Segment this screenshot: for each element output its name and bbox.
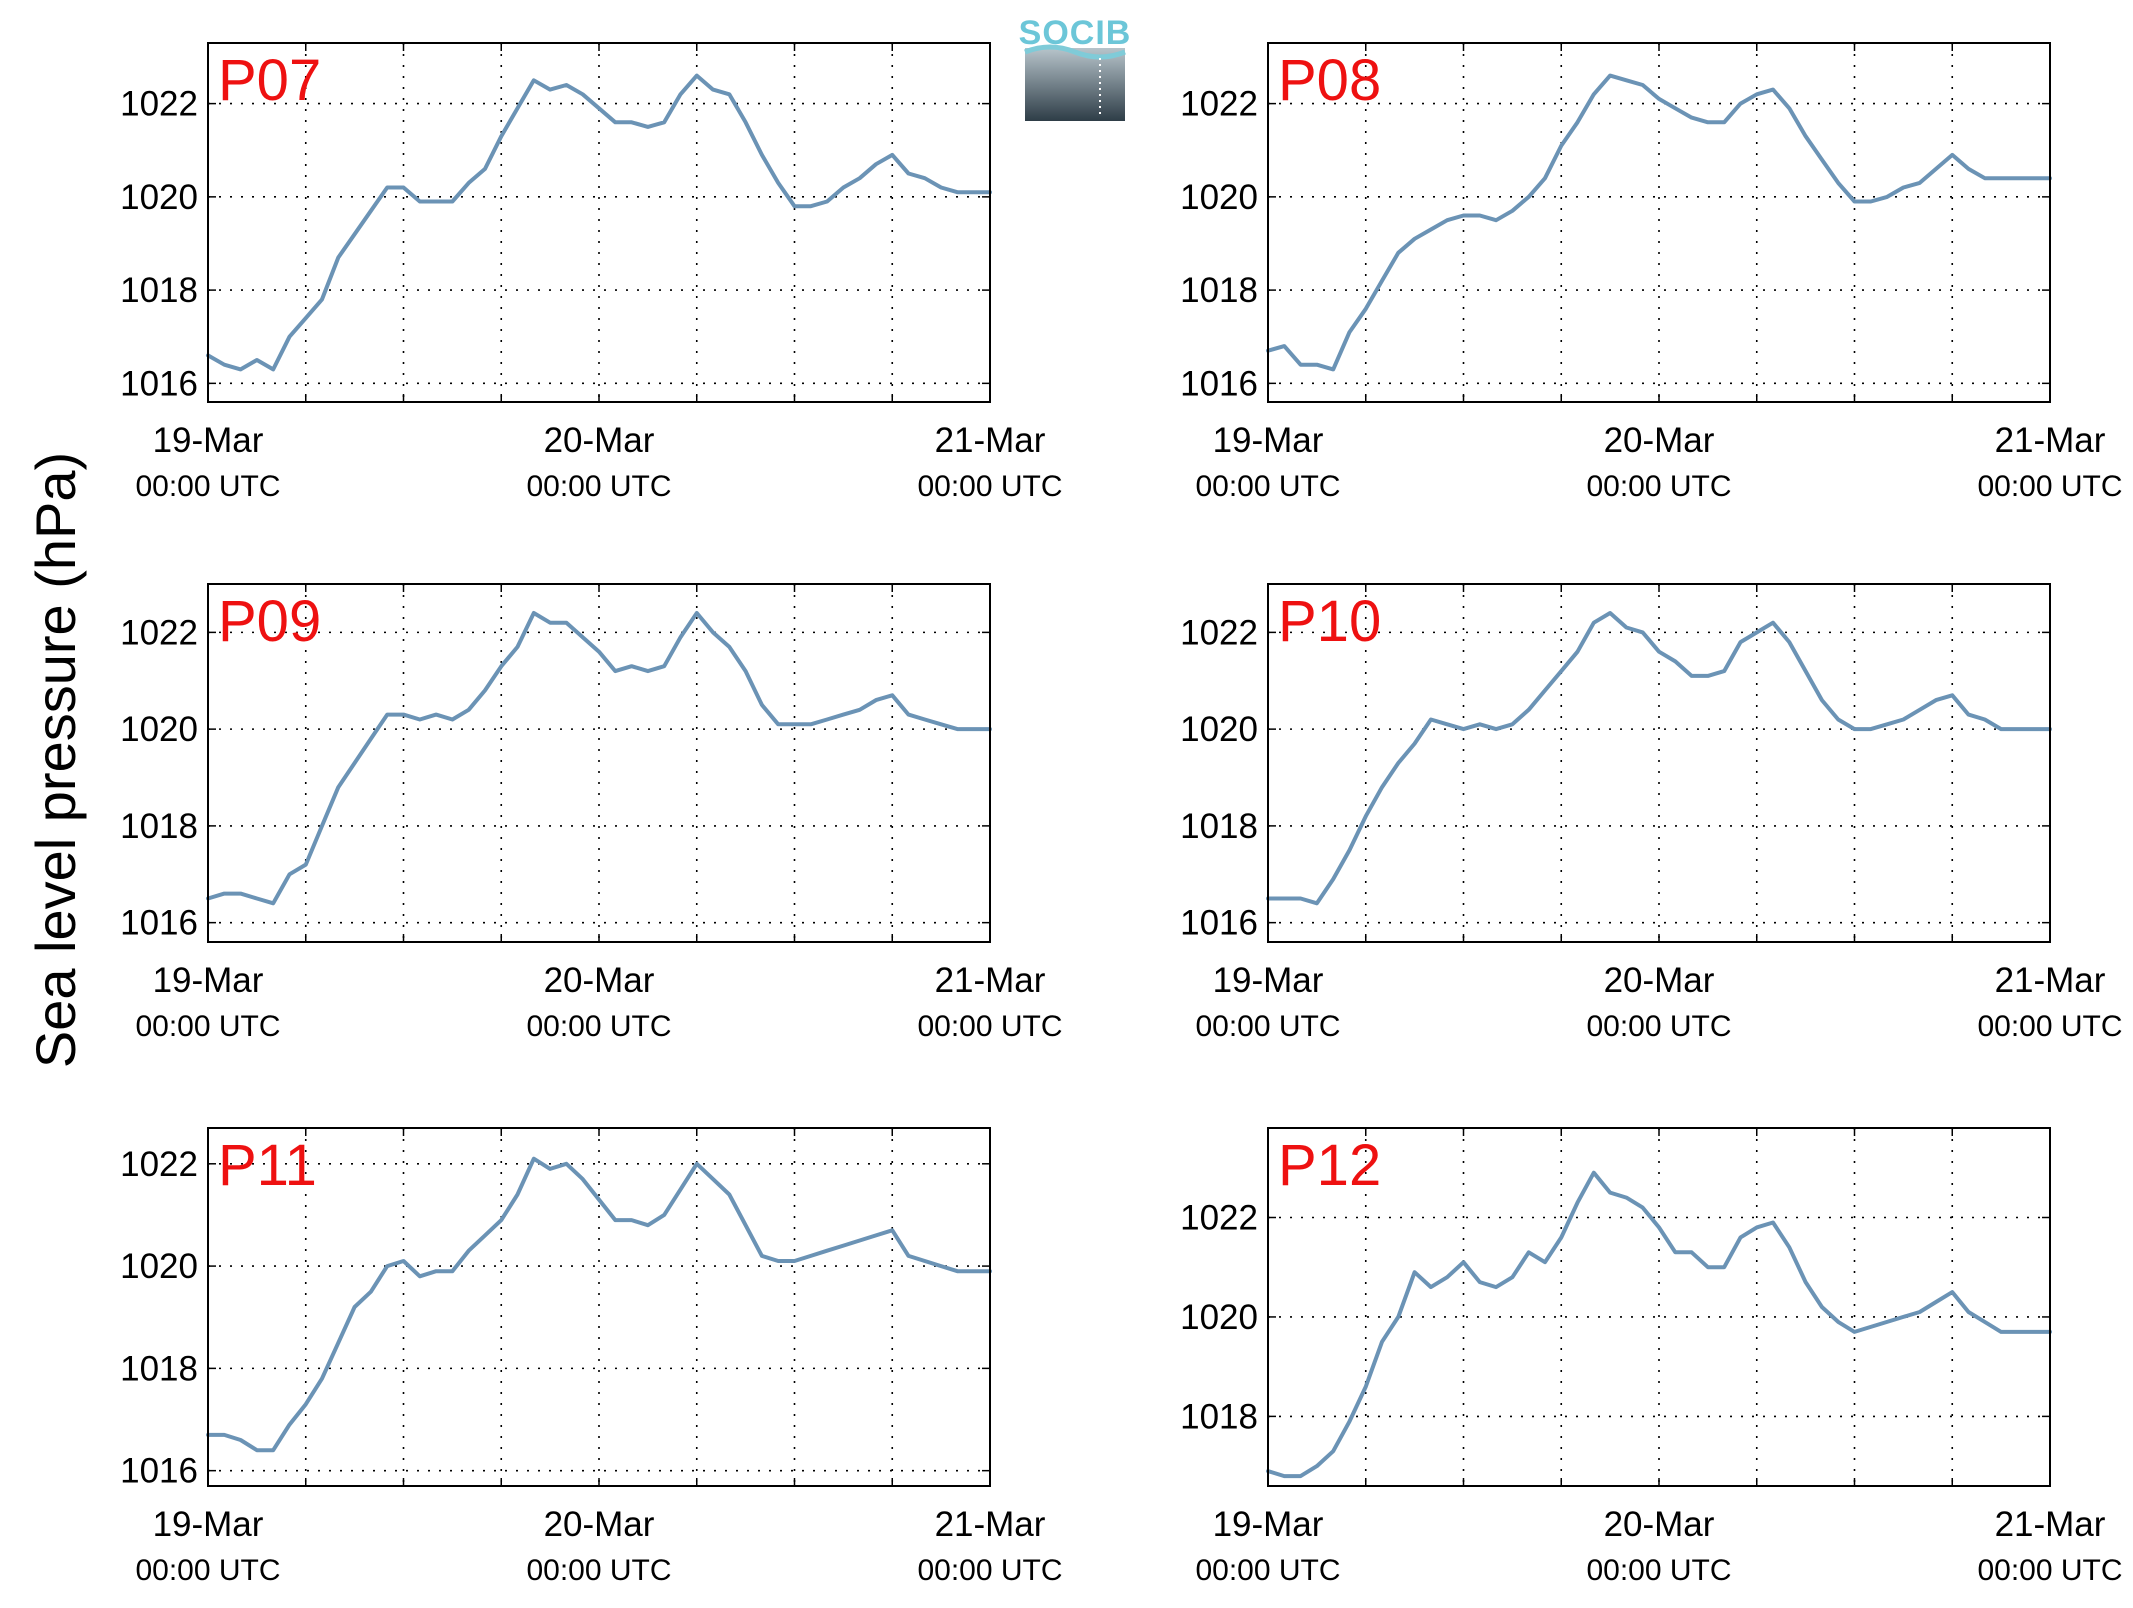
panel-label: P12 xyxy=(1278,1133,1381,1198)
x-tick-sublabel: 00:00 UTC xyxy=(526,470,671,503)
x-tick-sublabel: 00:00 UTC xyxy=(1977,1010,2122,1043)
x-tick-label: 20-Mar xyxy=(1604,1505,1715,1544)
y-tick-label: 1018 xyxy=(1180,271,1258,310)
y-tick-label: 1022 xyxy=(1180,613,1258,652)
panel-p12: 1018 1020 1022 19-Mar 00:00 UTC 20-Mar 00:00 U… xyxy=(1180,1127,2123,1587)
y-axis-label: Sea level pressure (hPa) xyxy=(24,452,87,1068)
axes-frame xyxy=(207,1127,991,1487)
panel-p10: 1016 1018 1020 1022 19-Mar 00:00 UTC 20-Mar 00:… xyxy=(1180,583,2123,1043)
y-tick-label: 1018 xyxy=(1180,1397,1258,1436)
y-tick-label: 1020 xyxy=(120,1247,198,1286)
x-tick-sublabel: 00:00 UTC xyxy=(1195,1010,1340,1043)
axes-frame xyxy=(207,583,991,943)
x-tick-sublabel: 00:00 UTC xyxy=(1586,470,1731,503)
panel-p07: 1016 1018 1020 1022 19-Mar 00:00 UTC 20-Mar 00:… xyxy=(120,42,1063,503)
series-line xyxy=(206,73,992,372)
x-tick-label: 19-Mar xyxy=(153,961,264,1000)
x-tick-label: 19-Mar xyxy=(153,1505,264,1544)
y-tick-label: 1016 xyxy=(120,364,198,403)
y-tick-label: 1020 xyxy=(1180,710,1258,749)
panel-label: P11 xyxy=(218,1133,317,1198)
x-tick-label: 21-Mar xyxy=(935,1505,1046,1544)
x-tick-label: 19-Mar xyxy=(1213,1505,1324,1544)
x-tick-sublabel: 00:00 UTC xyxy=(1195,1554,1340,1587)
x-tick-label: 20-Mar xyxy=(544,1505,655,1544)
x-tick-label: 20-Mar xyxy=(1604,421,1715,460)
x-tick-sublabel: 00:00 UTC xyxy=(1586,1010,1731,1043)
series-line xyxy=(1266,1170,2052,1479)
panel-p08: 1016 1018 1020 1022 19-Mar 00:00 UTC 20-Mar 00:… xyxy=(1180,42,2123,503)
x-tick-label: 21-Mar xyxy=(935,421,1046,460)
x-tick-sublabel: 00:00 UTC xyxy=(917,1010,1062,1043)
x-tick-label: 21-Mar xyxy=(1995,961,2106,1000)
x-tick-label: 19-Mar xyxy=(1213,961,1324,1000)
x-tick-sublabel: 00:00 UTC xyxy=(1977,470,2122,503)
y-tick-label: 1020 xyxy=(1180,178,1258,217)
y-tick-label: 1022 xyxy=(120,1145,198,1184)
x-tick-sublabel: 00:00 UTC xyxy=(135,1554,280,1587)
y-tick-label: 1016 xyxy=(120,1452,198,1491)
x-tick-label: 21-Mar xyxy=(1995,1505,2106,1544)
x-tick-sublabel: 00:00 UTC xyxy=(917,470,1062,503)
axes-frame xyxy=(1267,583,2051,943)
x-tick-label: 19-Mar xyxy=(153,421,264,460)
axes-frame xyxy=(1267,1127,2051,1487)
x-tick-sublabel: 00:00 UTC xyxy=(917,1554,1062,1587)
x-tick-sublabel: 00:00 UTC xyxy=(1586,1554,1731,1587)
y-tick-label: 1022 xyxy=(1180,85,1258,124)
x-tick-label: 21-Mar xyxy=(935,961,1046,1000)
panel-p09: 1016 1018 1020 1022 19-Mar 00:00 UTC 20-Mar 00:… xyxy=(120,583,1063,1043)
x-tick-sublabel: 00:00 UTC xyxy=(1977,1554,2122,1587)
y-tick-label: 1018 xyxy=(120,807,198,846)
y-tick-label: 1022 xyxy=(120,85,198,124)
x-tick-label: 20-Mar xyxy=(544,961,655,1000)
axes-frame xyxy=(207,42,991,403)
x-tick-sublabel: 00:00 UTC xyxy=(526,1010,671,1043)
x-tick-label: 19-Mar xyxy=(1213,421,1324,460)
panel-label: P09 xyxy=(218,589,321,654)
series-line xyxy=(1266,73,2052,372)
x-tick-label: 20-Mar xyxy=(1604,961,1715,1000)
socib-logo: SOCIB xyxy=(1019,14,1132,121)
x-tick-sublabel: 00:00 UTC xyxy=(135,470,280,503)
y-tick-label: 1020 xyxy=(120,710,198,749)
x-tick-label: 20-Mar xyxy=(544,421,655,460)
panel-label: P10 xyxy=(1278,589,1381,654)
socib-logo-mark xyxy=(1025,48,1125,121)
y-tick-label: 1016 xyxy=(120,904,198,943)
socib-logo-text: SOCIB xyxy=(1019,14,1132,52)
y-tick-label: 1020 xyxy=(1180,1298,1258,1337)
x-tick-label: 21-Mar xyxy=(1995,421,2106,460)
panel-label: P07 xyxy=(218,48,321,113)
y-tick-label: 1018 xyxy=(120,271,198,310)
socib-logo-wave xyxy=(1024,44,1126,60)
y-tick-label: 1016 xyxy=(1180,904,1258,943)
y-tick-label: 1020 xyxy=(120,178,198,217)
x-tick-sublabel: 00:00 UTC xyxy=(526,1554,671,1587)
panel-p11: 1016 1018 1020 1022 19-Mar 00:00 UTC 20-Mar 00:… xyxy=(120,1127,1063,1587)
y-tick-label: 1022 xyxy=(1180,1199,1258,1238)
y-tick-label: 1018 xyxy=(1180,807,1258,846)
x-tick-sublabel: 00:00 UTC xyxy=(135,1010,280,1043)
y-tick-label: 1016 xyxy=(1180,364,1258,403)
x-tick-sublabel: 00:00 UTC xyxy=(1195,470,1340,503)
axes-frame xyxy=(1267,42,2051,403)
y-tick-label: 1022 xyxy=(120,613,198,652)
panel-label: P08 xyxy=(1278,48,1381,113)
y-tick-label: 1018 xyxy=(120,1349,198,1388)
